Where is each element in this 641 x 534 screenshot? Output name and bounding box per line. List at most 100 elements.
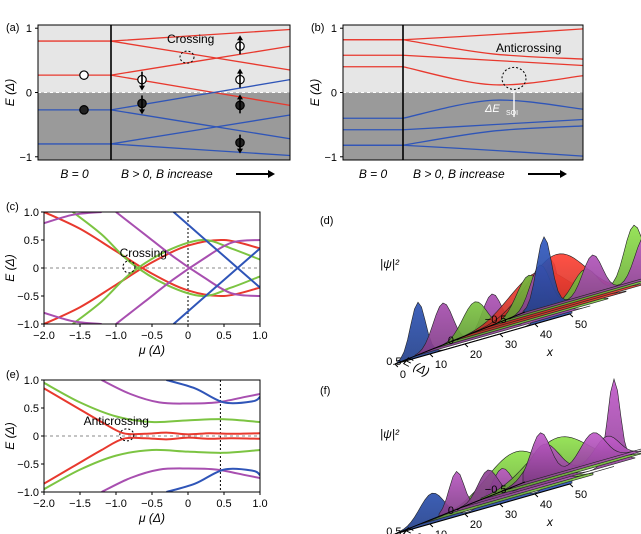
panel-label: (d) [320, 215, 333, 227]
series-magenta-up [101, 380, 260, 405]
y-tick-label: −1 [324, 152, 337, 164]
x-axis-label: μ (Δ) [138, 511, 165, 525]
series-red-4 [110, 74, 291, 106]
x-tick-label: 30 [505, 509, 517, 521]
state-marker [79, 105, 89, 115]
x-label-bpos: B > 0, B increase [413, 167, 505, 181]
panel-label: (f) [320, 385, 330, 397]
series-red-2 [110, 40, 291, 71]
x-tick-label: −0.5 [141, 498, 163, 510]
x-tick-label: 30 [505, 339, 517, 351]
upper-band [38, 25, 290, 93]
x-tick-label: 0.5 [216, 498, 231, 510]
x-tick [569, 313, 574, 318]
panel-label: (a) [6, 22, 19, 34]
y-tick-label: −1 [19, 152, 32, 164]
series-red-3 [402, 54, 584, 67]
wavefunction-0 [522, 236, 641, 314]
x-tick [464, 343, 469, 348]
y-tick-label: 1 [331, 23, 337, 35]
x-tick-label: −1.0 [105, 330, 127, 342]
spin-arrow-head [237, 35, 243, 41]
x-tick [534, 323, 539, 328]
y-axis-label: E (Δ) [3, 422, 17, 449]
panel-a: 1 0 −1 (a) E (Δ) B = 0 B > 0, B increase Crossi… [3, 22, 291, 181]
x-tick [394, 363, 399, 368]
series-blue-1 [110, 79, 291, 111]
x-axis [394, 313, 571, 365]
x-axis-label: x [546, 345, 554, 359]
y-tick-label: 0 [331, 88, 337, 100]
x-label-bpos: B > 0, B increase [121, 167, 213, 181]
anticrossing-marker [119, 428, 135, 442]
series-red-3 [110, 45, 291, 76]
series-green-down [44, 448, 260, 491]
series-blue-up [172, 247, 260, 324]
x-tick-label: −2.0 [33, 330, 55, 342]
y-tick-label: −0.5 [17, 459, 39, 471]
e-tick-label: −0.5 [485, 314, 507, 326]
series-magenta-up [115, 239, 260, 324]
panel-e: −2.0 −1.5 −1.0 −0.5 0 0.5 1.0 1.0 0.5 0 −0.5 −1.0 μ … [3, 369, 268, 525]
series-blue-4 [402, 144, 584, 157]
spin-arrow-head [237, 68, 243, 74]
anticrossing-marker [501, 66, 527, 90]
spin-arrow-head [139, 85, 145, 91]
x-axis-label: μ (Δ) [138, 343, 165, 357]
state-marker [79, 70, 89, 80]
y-tick-label: −0.5 [17, 291, 39, 303]
x-tick-label: 10 [435, 359, 447, 371]
series-blue-up [166, 380, 260, 405]
plot-area [44, 212, 260, 324]
series-blue-down [166, 467, 260, 492]
series-magenta-down [101, 467, 260, 492]
z-axis-label: |ψ|² [380, 427, 400, 441]
y-tick-label: 1.0 [24, 375, 39, 387]
e-tick [509, 486, 513, 490]
crossing-annotation: Crossing [120, 246, 167, 260]
x-tick-label: 40 [540, 329, 552, 341]
panel-label: (e) [6, 369, 19, 381]
x-tick-label: −1.5 [69, 330, 91, 342]
series-red-1 [110, 28, 291, 42]
x-tick-label: 40 [540, 499, 552, 511]
series-blue-2 [110, 109, 291, 140]
x-tick-label: 0 [185, 498, 191, 510]
e-tick [404, 528, 408, 532]
series-red-down [44, 212, 260, 298]
wavefunction-0 [522, 432, 641, 484]
series-magenta-high-up [44, 212, 102, 225]
plot-area [44, 380, 260, 492]
y-tick-label: −1.0 [17, 319, 39, 331]
gap-label: ΔE [484, 103, 500, 115]
series-blue-2 [402, 118, 584, 131]
arrow-head [268, 170, 275, 178]
panel-label: (b) [311, 22, 324, 34]
crossing-marker [122, 260, 136, 274]
e-tick-label: 0.5 [386, 356, 401, 368]
x-tick [464, 513, 469, 518]
gap-subscript: SOI [506, 110, 518, 117]
series-red-1 [402, 28, 584, 41]
spin-arrow-head [139, 109, 145, 115]
x-axis [394, 483, 571, 534]
x-axis-label: x [546, 515, 554, 529]
x-tick-label: 50 [575, 489, 587, 501]
lower-band [38, 92, 290, 160]
x-tick [499, 503, 504, 508]
e-tick [404, 358, 408, 362]
y-tick-label: 0.5 [24, 403, 39, 415]
series-red-gap-up [44, 387, 260, 436]
x-tick-label: 20 [470, 519, 482, 531]
arrow-head [560, 170, 567, 178]
e-tick-label: 0.5 [386, 526, 401, 534]
e-tick-label: 0 [448, 505, 454, 517]
y-axis-label: E (Δ) [308, 79, 322, 106]
z-axis-label: |ψ|² [380, 257, 400, 271]
x-tick-label: 0 [400, 369, 406, 381]
x-tick [429, 353, 434, 358]
series-blue-3 [110, 114, 291, 145]
x-tick [499, 333, 504, 338]
